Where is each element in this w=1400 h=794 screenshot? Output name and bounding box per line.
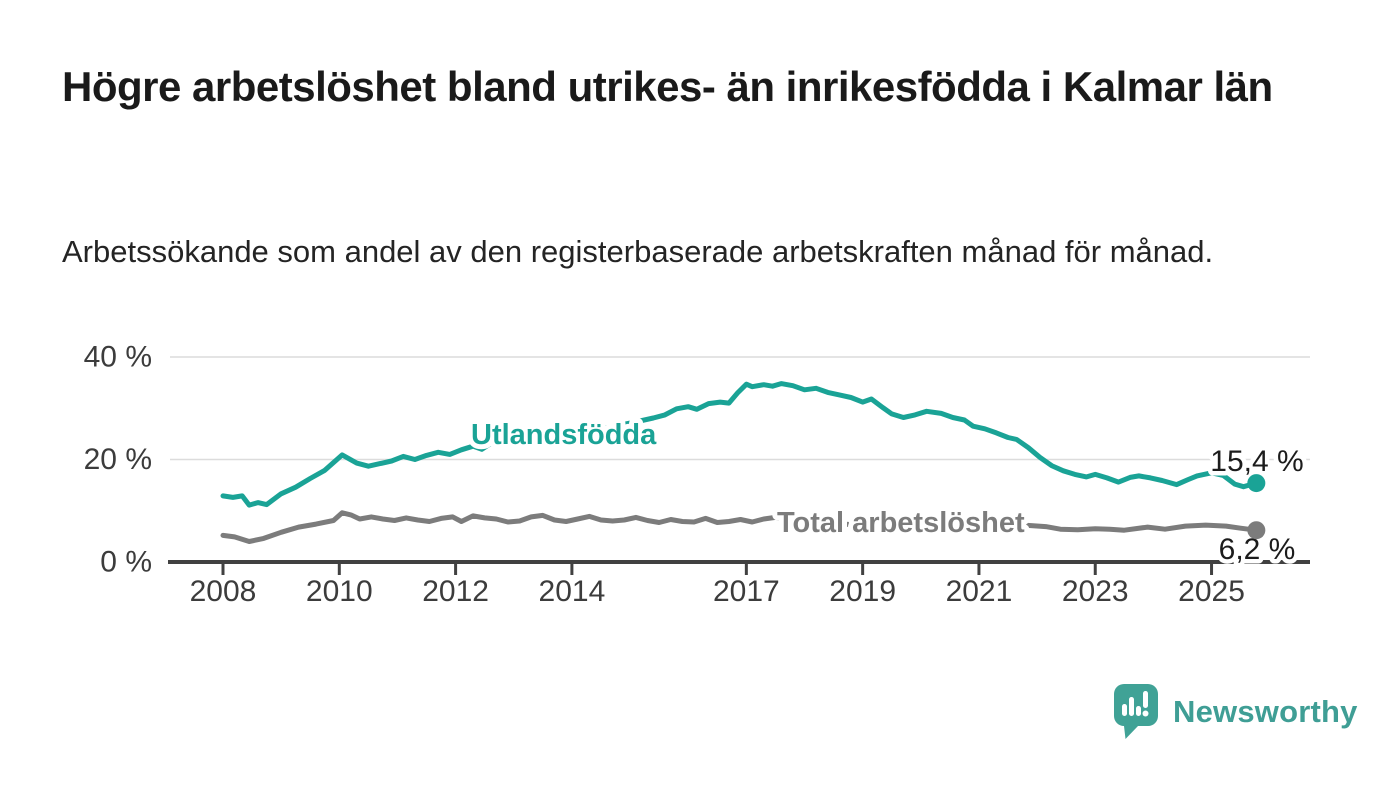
exclamation-bar xyxy=(1143,691,1148,708)
x-axis-label-2025: 2025 xyxy=(1178,575,1245,608)
y-axis-label-40: 40 % xyxy=(84,341,152,374)
end-dot-0 xyxy=(1247,474,1266,493)
x-axis-label-2014: 2014 xyxy=(539,575,606,608)
x-axis-label-2021: 2021 xyxy=(946,575,1013,608)
end-value-label-0: 15,4 % xyxy=(1210,445,1303,478)
bar-3 xyxy=(1136,706,1141,716)
chart-subtitle: Arbetssökande som andel av den registerb… xyxy=(62,234,1214,269)
x-axis-label-2019: 2019 xyxy=(829,575,896,608)
newsworthy-branding: Newsworthy xyxy=(1114,684,1358,740)
x-axis-label-2023: 2023 xyxy=(1062,575,1129,608)
series-line-1 xyxy=(220,510,1259,544)
series-label-0: Utlandsfödda xyxy=(471,419,657,451)
x-axis-label-2010: 2010 xyxy=(306,575,373,608)
y-axis-label-0: 0 % xyxy=(100,546,152,579)
x-axis-label-2012: 2012 xyxy=(422,575,489,608)
end-value-label-1: 6,2 % xyxy=(1219,533,1296,566)
x-axis-label-2008: 2008 xyxy=(190,575,257,608)
chart-title: Högre arbetslöshet bland utrikes- än inr… xyxy=(62,63,1273,110)
series-label-1: Total arbetslöshet xyxy=(777,507,1025,539)
bar-2 xyxy=(1129,697,1134,716)
newsworthy-logo-text: Newsworthy xyxy=(1173,694,1358,729)
end-dot-1 xyxy=(1247,521,1266,540)
x-axis-label-2017: 2017 xyxy=(713,575,780,608)
exclamation-dot xyxy=(1142,710,1149,717)
bar-1 xyxy=(1122,704,1127,716)
y-axis-label-20: 20 % xyxy=(84,443,152,476)
series-line-0 xyxy=(220,381,1259,508)
newsworthy-logo-icon xyxy=(1114,684,1158,739)
